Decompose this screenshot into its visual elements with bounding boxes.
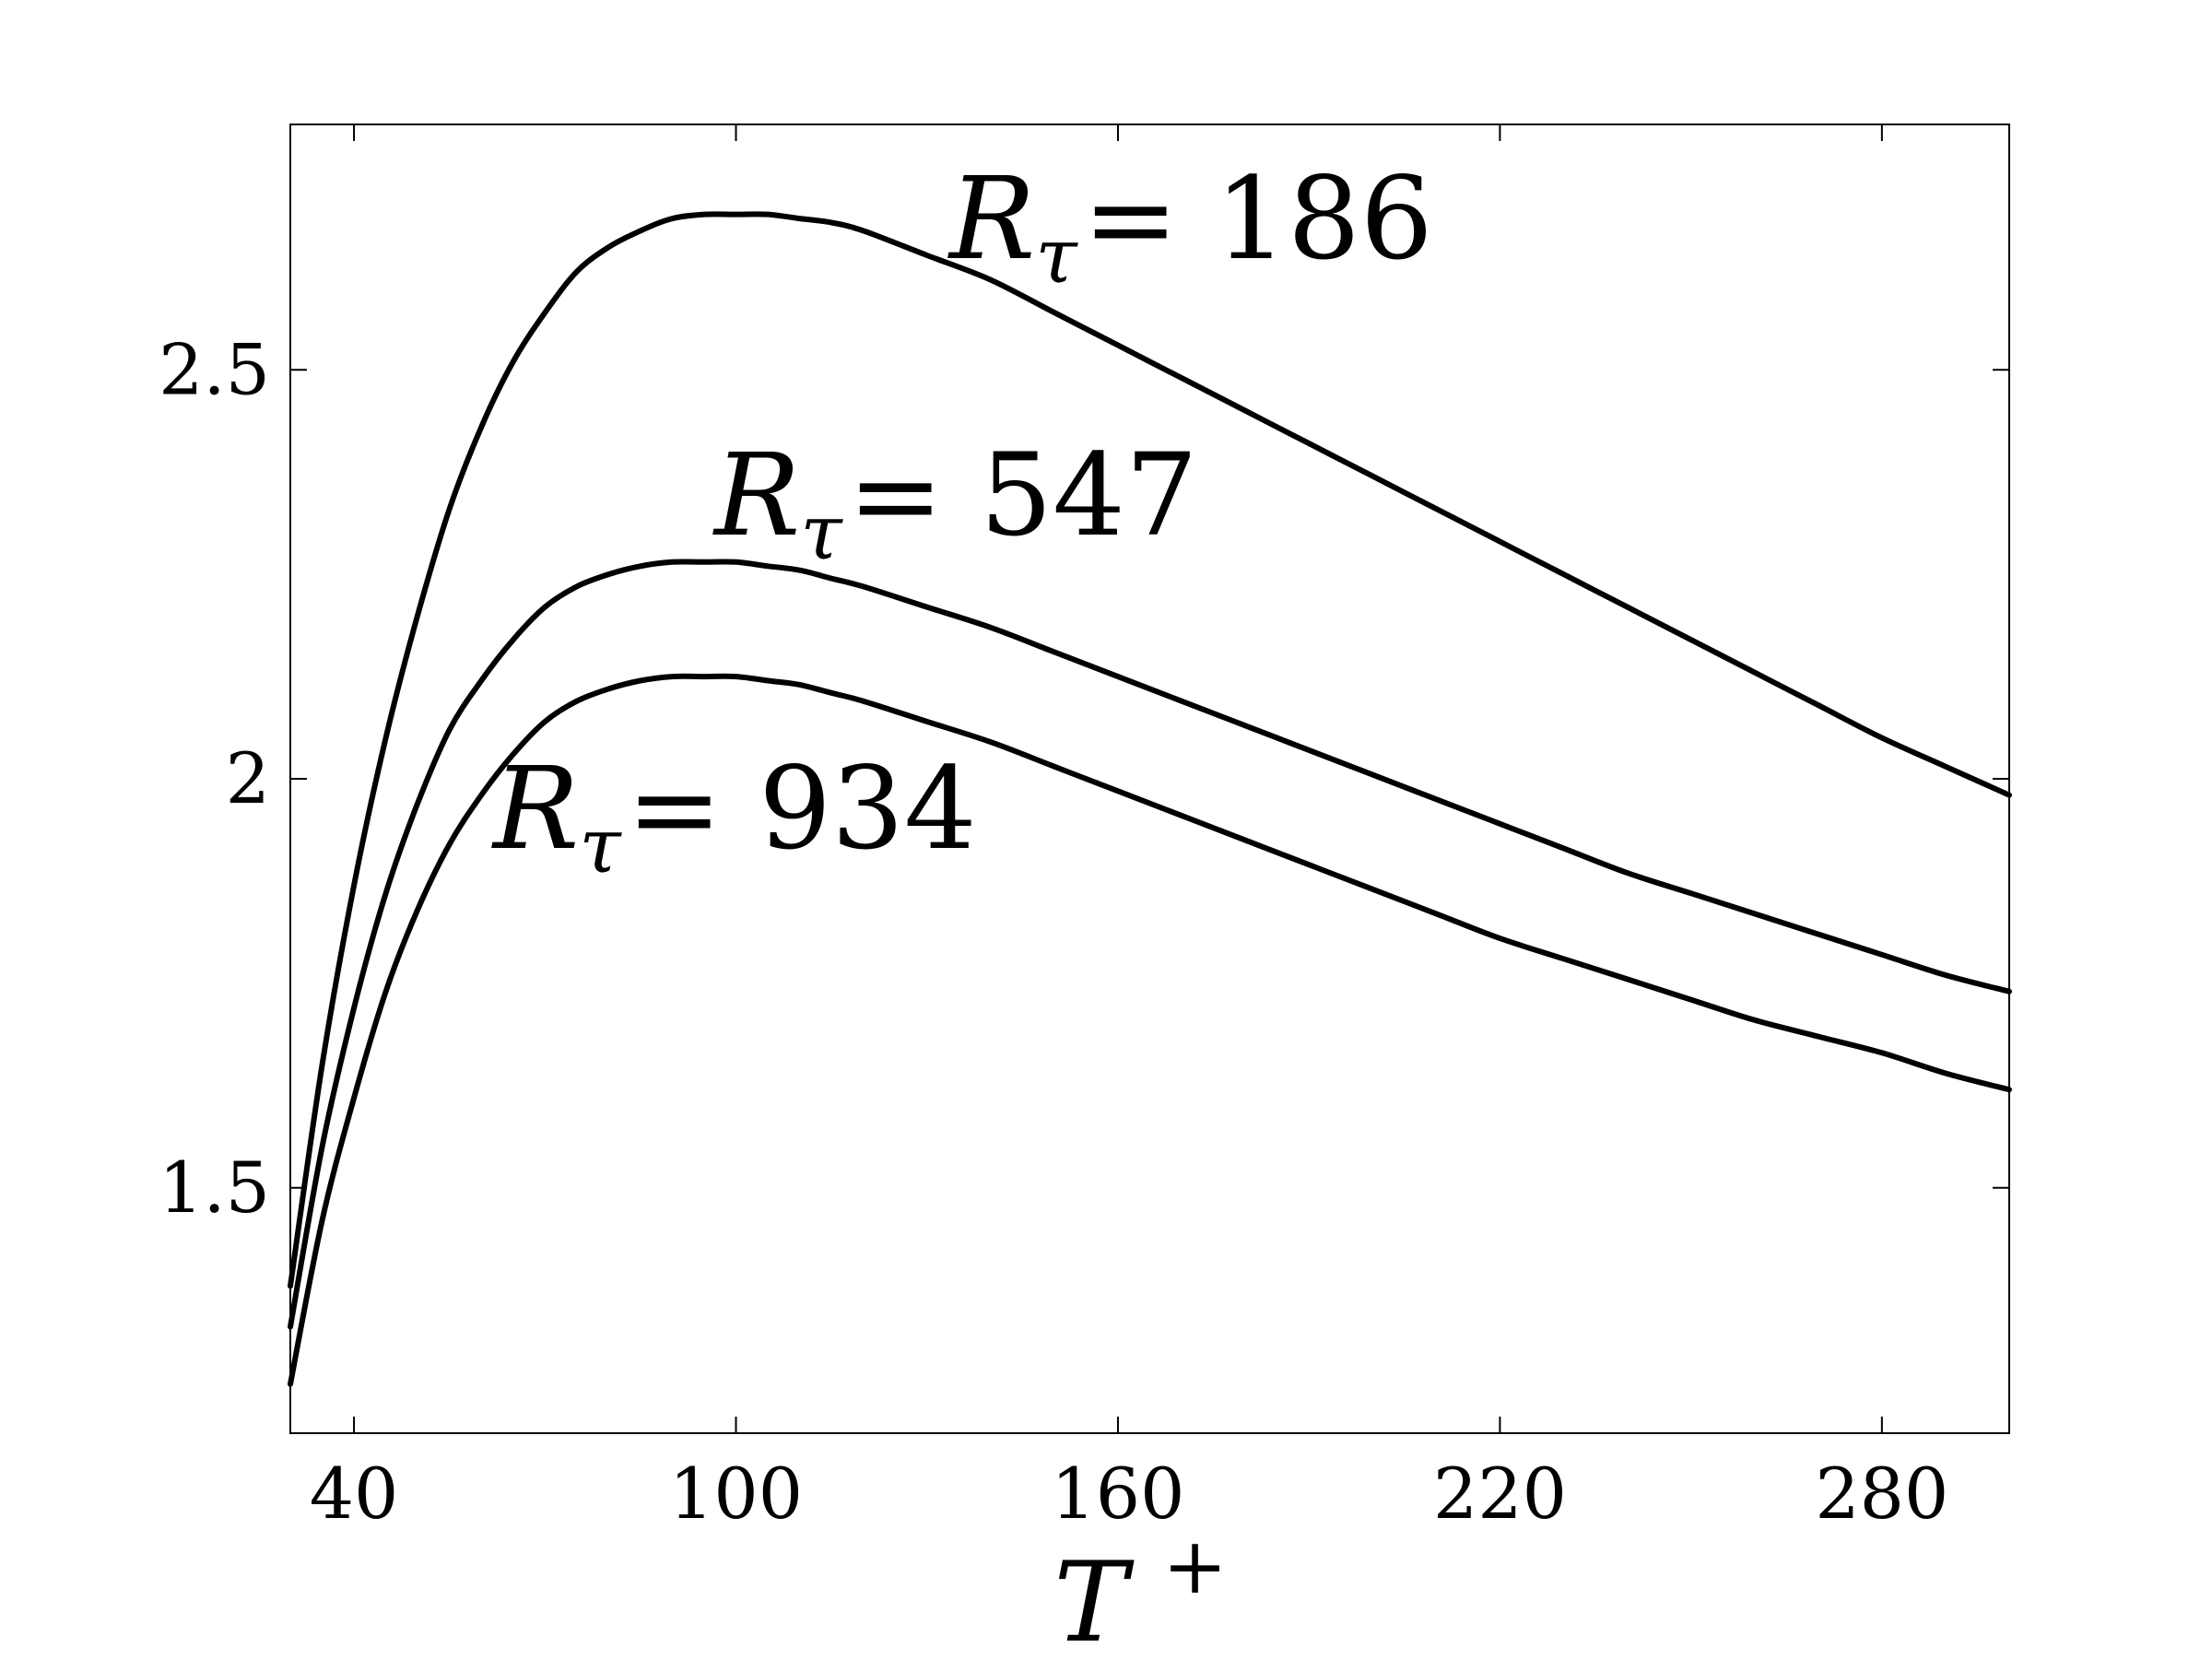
y-tick-label: 2 [226, 737, 270, 819]
series-label-value: = 186 [1083, 153, 1433, 286]
series-label-symbol: R [712, 429, 800, 562]
series-label-3: Rτ= 934 [491, 743, 977, 890]
series-line-1 [288, 211, 2012, 1289]
series-label-value: = 934 [627, 743, 977, 876]
x-axis-title: T + [1053, 1521, 1228, 1659]
y-tick-label: 1.5 [159, 1147, 270, 1229]
series-lines [288, 211, 2012, 1387]
x-tick-label: 40 [310, 1453, 399, 1535]
series-label-subscript: τ [579, 803, 622, 890]
x-axis-title-superscript: + [1162, 1521, 1227, 1611]
x-axis-ticks: 40 100 160 220 280 [310, 124, 1948, 1535]
x-tick-label: 100 [669, 1453, 803, 1535]
x-tick-label: 160 [1051, 1453, 1184, 1535]
y-tick-label: 2.5 [159, 328, 270, 410]
series-label-symbol: R [947, 153, 1035, 286]
series-label-subscript: τ [1035, 213, 1078, 300]
series-label-value: = 547 [848, 429, 1198, 562]
y-axis-ticks: 1.5 2 2.5 [159, 328, 2009, 1229]
series-line-3 [288, 673, 2012, 1387]
series-label-1: Rτ= 186 [947, 153, 1433, 300]
series-label-symbol: R [491, 743, 579, 876]
x-tick-label: 280 [1815, 1453, 1948, 1535]
series-line-2 [288, 559, 2012, 1330]
series-label-subscript: τ [800, 489, 843, 577]
series-label-2: Rτ= 547 [712, 429, 1198, 577]
x-axis-title-base: T [1053, 1539, 1135, 1659]
x-tick-label: 220 [1433, 1453, 1567, 1535]
